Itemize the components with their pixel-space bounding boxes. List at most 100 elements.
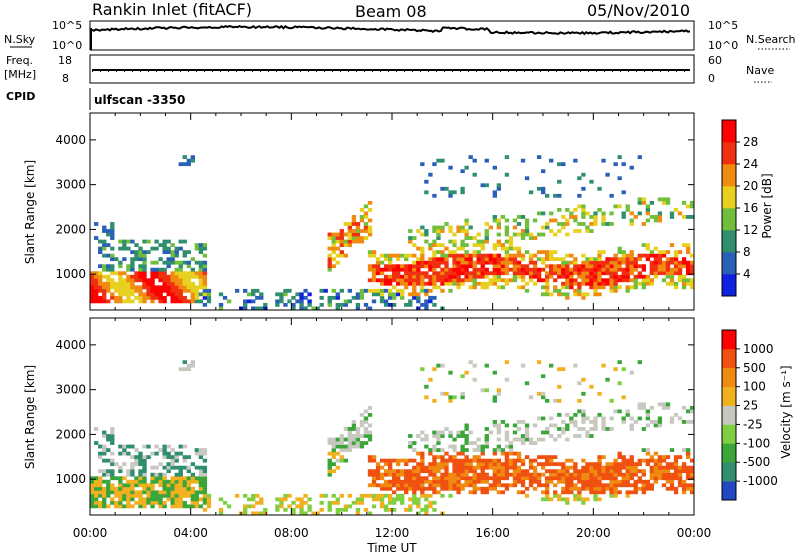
- power-cell: [557, 267, 562, 272]
- power-cell: [577, 222, 582, 226]
- power-cell: [440, 250, 445, 255]
- velocity-cell: [247, 504, 252, 509]
- velocity-cell: [524, 434, 530, 438]
- power-cell: [142, 274, 147, 279]
- velocity-cell: [355, 427, 361, 431]
- velocity-cell: [452, 437, 457, 442]
- power-cell: [114, 271, 119, 276]
- velocity-cell: [609, 486, 614, 491]
- power-cell: [182, 288, 187, 293]
- power-cell: [444, 274, 449, 279]
- power-cell: [464, 278, 469, 283]
- velocity-cell: [460, 444, 465, 449]
- power-cell: [472, 243, 477, 247]
- power-cell: [633, 278, 638, 283]
- power-cell: [170, 257, 175, 262]
- power-cell: [198, 260, 204, 265]
- velocity-cell: [339, 444, 344, 449]
- power-cell: [424, 179, 429, 184]
- power-cell: [573, 207, 578, 212]
- power-cell: [621, 257, 626, 262]
- velocity-cell: [561, 465, 566, 470]
- velocity-cell: [605, 483, 610, 488]
- power-cell: [661, 253, 667, 258]
- velocity-cell: [585, 479, 590, 484]
- velocity-cell: [645, 423, 651, 428]
- power-cell: [142, 285, 147, 290]
- power-cell: [379, 288, 385, 293]
- velocity-cell: [162, 476, 167, 481]
- velocity-cell: [617, 490, 622, 495]
- velocity-cell: [545, 469, 550, 474]
- power-cell: [359, 236, 365, 240]
- velocity-cell: [484, 490, 489, 495]
- power-cell: [400, 292, 405, 297]
- velocity-cell: [565, 479, 570, 484]
- velocity-cell: [90, 497, 95, 502]
- power-cell: [480, 281, 485, 286]
- velocity-cell: [194, 497, 200, 502]
- velocity-cell: [681, 462, 687, 467]
- power-cell: [387, 295, 393, 300]
- power-cell: [649, 267, 655, 272]
- velocity-cell: [496, 423, 502, 428]
- power-cell: [500, 246, 506, 251]
- velocity-cell: [387, 497, 393, 502]
- power-cell: [585, 271, 590, 276]
- power-cell: [557, 229, 562, 233]
- power-cell: [597, 278, 602, 283]
- velocity-cell: [545, 479, 550, 484]
- velocity-cell: [114, 490, 119, 495]
- power-cell: [158, 243, 163, 247]
- velocity-cell: [617, 469, 622, 474]
- power-cell: [392, 267, 397, 272]
- power-cell: [621, 211, 626, 216]
- velocity-cell: [198, 504, 204, 509]
- velocity-cell: [142, 444, 147, 449]
- velocity-cell: [206, 497, 212, 502]
- power-cell: [557, 207, 562, 212]
- power-cell: [170, 281, 175, 286]
- velocity-cell: [327, 472, 332, 477]
- power-cell: [392, 253, 397, 258]
- power-cell: [118, 264, 123, 269]
- power-cell: [504, 264, 510, 269]
- velocity-cell: [613, 462, 618, 467]
- velocity-cell: [295, 497, 300, 502]
- power-cell: [162, 278, 167, 283]
- velocity-cell: [130, 472, 135, 477]
- velocity-cell: [545, 497, 550, 502]
- velocity-cell: [400, 469, 405, 474]
- velocity-cell: [629, 476, 634, 481]
- power-cell: [90, 288, 95, 293]
- velocity-cell: [343, 444, 349, 449]
- velocity-cell: [456, 476, 461, 481]
- power-cell: [106, 281, 111, 286]
- velocity-cell: [617, 472, 622, 477]
- power-cell: [339, 288, 344, 293]
- power-cell: [387, 267, 393, 272]
- power-cell: [404, 257, 409, 262]
- power-cell: [577, 204, 582, 209]
- velocity-cell: [673, 458, 679, 463]
- velocity-cell: [412, 497, 417, 502]
- power-cell: [657, 197, 663, 202]
- power-cell: [609, 193, 614, 198]
- power-cell: [118, 292, 123, 297]
- power-cell: [420, 281, 425, 286]
- velocity-cell: [480, 451, 485, 456]
- power-cell: [524, 250, 530, 255]
- velocity-cell: [452, 469, 457, 474]
- velocity-cell: [669, 472, 675, 477]
- velocity-cell: [512, 472, 518, 477]
- velocity-cell: [500, 483, 506, 488]
- power-cell: [154, 288, 159, 293]
- velocity-cell: [392, 490, 397, 495]
- velocity-cell: [520, 363, 526, 368]
- velocity-cell: [637, 486, 642, 491]
- power-cell: [657, 267, 663, 272]
- power-cell: [641, 222, 646, 226]
- power-cell: [170, 278, 175, 283]
- velocity-cell: [557, 384, 562, 389]
- power-cell: [436, 232, 441, 237]
